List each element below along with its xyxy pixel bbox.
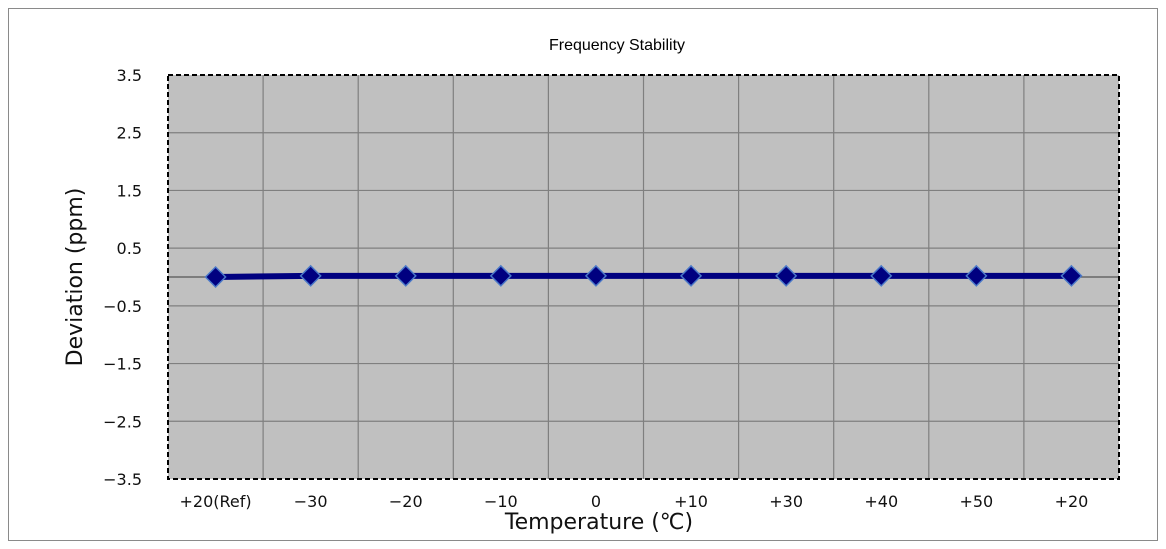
data-point-marker — [394, 264, 417, 287]
data-point-marker — [204, 265, 227, 289]
y-tick-labels: 3.5 2.5 1.5 0.5 −0.5 −1.5 −2.5 −3.5 — [103, 66, 142, 489]
data-point-marker — [679, 264, 703, 287]
x-tick-label: −30 — [294, 492, 328, 511]
x-tick-label: −10 — [484, 492, 518, 511]
x-tick-label: +30 — [769, 492, 803, 511]
y-tick-label: 0.5 — [117, 239, 142, 258]
x-tick-label: +20 — [1055, 492, 1089, 511]
x-tick-label: +20(Ref) — [179, 492, 251, 511]
y-tick-label: 1.5 — [117, 181, 142, 200]
chart-title: Frequency Stability — [549, 37, 685, 54]
plot-border — [167, 74, 1120, 480]
data-point-marker — [584, 264, 608, 287]
data-point-marker — [1060, 264, 1083, 287]
x-tick-label: +50 — [959, 492, 993, 511]
y-tick-label: 2.5 — [117, 124, 142, 143]
data-point-marker — [775, 264, 798, 287]
series-layer — [204, 264, 1083, 289]
y-tick-label: −1.5 — [103, 355, 142, 374]
data-point-marker — [489, 264, 512, 287]
x-tick-label: −20 — [389, 492, 423, 511]
data-point-marker — [299, 264, 322, 287]
y-tick-label: −3.5 — [103, 470, 142, 489]
x-tick-label: +10 — [674, 492, 708, 511]
y-axis-title: Deviation (ppm) — [63, 188, 88, 367]
y-tick-label: 3.5 — [117, 66, 142, 85]
y-tick-label: −2.5 — [103, 412, 142, 431]
x-tick-labels: +20(Ref) −30 −20 −10 0 +10 +30 +40 +50 +20 — [179, 492, 1088, 511]
data-point-marker — [965, 264, 988, 287]
x-tick-label: +40 — [864, 492, 898, 511]
x-axis-title: Temperature (℃) — [504, 510, 693, 535]
data-point-marker — [870, 264, 893, 287]
series-line — [215, 272, 1072, 280]
y-tick-label: −0.5 — [103, 297, 142, 316]
x-tick-label: 0 — [591, 492, 601, 511]
